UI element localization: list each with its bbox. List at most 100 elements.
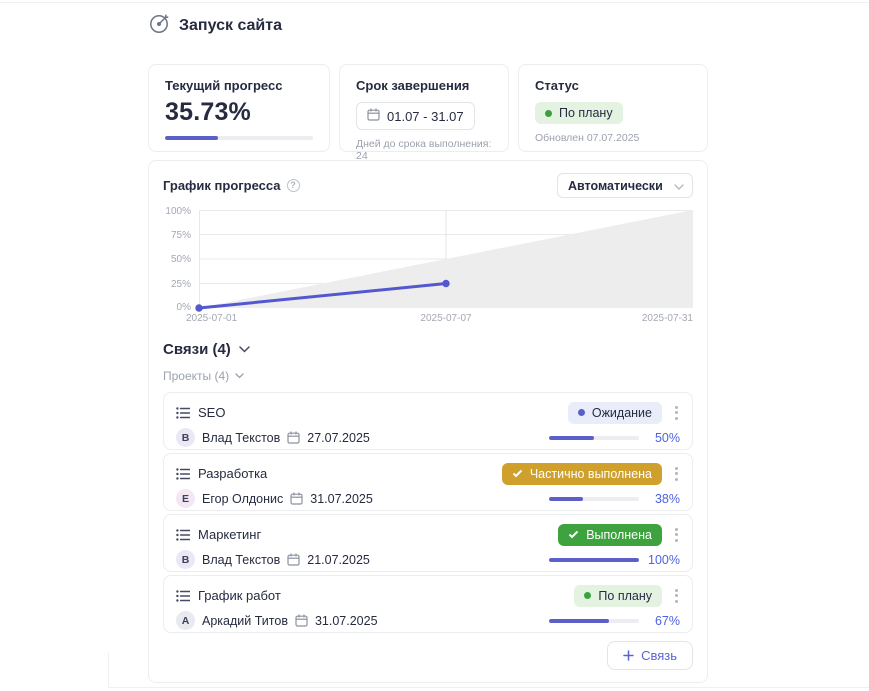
project-status-badge[interactable]: Выполнена xyxy=(558,523,662,546)
project-name[interactable]: Маркетинг xyxy=(198,527,262,542)
row-menu-button[interactable] xyxy=(673,404,680,422)
chart-actual-line xyxy=(197,282,448,310)
page-bottom-divider xyxy=(108,687,869,688)
project-progress-percent: 50% xyxy=(654,430,680,445)
chart-svg xyxy=(195,210,693,312)
progress-bar-fill xyxy=(165,136,218,140)
x-tick: 2025-07-01 xyxy=(186,313,238,324)
goal-target-icon xyxy=(148,13,170,40)
row-menu-button[interactable] xyxy=(673,587,680,605)
deadline-card: Срок завершения 01.07 - 31.07 Дней до ср… xyxy=(339,64,509,162)
project-row[interactable]: График работ По плану А Аркадий Титов xyxy=(163,575,693,633)
project-list-icon xyxy=(176,589,190,602)
project-progress-track xyxy=(549,496,639,501)
project-progress-track xyxy=(549,557,639,562)
project-progress-percent: 38% xyxy=(654,491,680,506)
plus-icon xyxy=(623,650,634,661)
project-progress-fill xyxy=(549,435,594,440)
project-due-date: 31.07.2025 xyxy=(310,491,373,506)
status-dot xyxy=(584,592,592,599)
project-row[interactable]: Маркетинг Выполнена В Влад Текстов xyxy=(163,514,693,572)
progress-bar-track xyxy=(165,136,313,140)
y-tick: 50% xyxy=(170,254,191,265)
assignee-avatar: А xyxy=(176,611,195,630)
status-badge-label: По плану xyxy=(559,106,613,120)
project-status-label: Частично выполнена xyxy=(529,466,652,481)
chevron-down-icon xyxy=(674,179,684,193)
progress-chart: 100% 75% 50% 25% 0% xyxy=(163,206,693,313)
projects-group-toggle[interactable]: Проекты (4) xyxy=(163,368,693,383)
project-list-icon xyxy=(176,528,190,541)
add-link-button[interactable]: Связь xyxy=(607,641,693,670)
status-card: Статус По плану Обновлен 07.07.2025 xyxy=(518,64,708,152)
project-progress-track xyxy=(549,435,639,440)
chart-plan-area xyxy=(199,210,693,308)
project-status-label: Выполнена xyxy=(586,527,652,542)
days-left-note: Дней до срока выполнения: 24 xyxy=(356,138,492,162)
y-tick: 25% xyxy=(170,279,191,290)
progress-panel: График прогресса ? Автоматически 100% 75… xyxy=(148,160,708,683)
chart-title: График прогресса xyxy=(163,178,281,193)
projects-group-label: Проекты (4) xyxy=(163,368,230,383)
project-progress-fill xyxy=(549,618,610,623)
project-progress-percent: 100% xyxy=(648,552,680,567)
check-icon xyxy=(512,469,523,478)
project-progress-track xyxy=(549,618,639,623)
page-left-divider xyxy=(108,652,109,687)
project-due-date: 21.07.2025 xyxy=(307,552,370,567)
y-tick: 0% xyxy=(176,302,191,313)
project-row[interactable]: SEO Ожидание В Влад Текстов xyxy=(163,392,693,450)
date-range-value: 01.07 - 31.07 xyxy=(387,108,464,124)
project-due-date: 27.07.2025 xyxy=(307,430,370,445)
project-status-badge[interactable]: Ожидание xyxy=(567,401,662,424)
progress-card-label: Текущий прогресс xyxy=(165,78,283,93)
summary-cards: Текущий прогресс 35.73% Срок завершения … xyxy=(148,64,708,162)
project-progress-fill xyxy=(549,557,639,562)
deadline-card-label: Срок завершения xyxy=(356,78,470,93)
links-title: Связи (4) xyxy=(163,341,231,358)
chart-x-axis: 2025-07-01 2025-07-07 2025-07-31 xyxy=(186,313,693,326)
project-due-date: 31.07.2025 xyxy=(314,613,378,628)
calendar-icon xyxy=(295,614,308,627)
assignee-name: Влад Текстов xyxy=(202,552,281,567)
project-name[interactable]: Разработка xyxy=(198,466,268,481)
calendar-icon xyxy=(287,431,300,444)
links-section-toggle[interactable]: Связи (4) xyxy=(163,339,693,360)
project-name[interactable]: График работ xyxy=(198,588,281,603)
project-links-list: SEO Ожидание В Влад Текстов xyxy=(163,392,693,633)
status-card-label: Статус xyxy=(535,78,579,93)
assignee-avatar: В xyxy=(176,428,195,447)
project-status-badge[interactable]: По плану xyxy=(574,584,662,607)
project-progress-percent: 67% xyxy=(654,613,680,628)
project-row[interactable]: Разработка Частично выполнена Е Егор Олд… xyxy=(163,453,693,511)
page-top-divider xyxy=(0,2,869,3)
calendar-icon xyxy=(367,108,380,124)
chart-title-row: График прогресса ? xyxy=(163,178,300,193)
x-tick: 2025-07-07 xyxy=(420,313,472,324)
goal-page: Запуск сайта Текущий прогресс 35.73% Сро… xyxy=(148,14,708,683)
current-progress-card: Текущий прогресс 35.73% xyxy=(148,64,330,152)
page-title: Запуск сайта xyxy=(179,17,282,34)
assignee-name: Егор Олдонис xyxy=(202,491,284,506)
calendar-icon xyxy=(290,492,303,505)
row-menu-button[interactable] xyxy=(673,526,680,544)
check-icon xyxy=(569,530,579,539)
date-range-input[interactable]: 01.07 - 31.07 xyxy=(356,102,475,130)
status-dot xyxy=(545,109,552,117)
row-menu-button[interactable] xyxy=(673,465,680,483)
status-badge[interactable]: По плану xyxy=(535,102,623,124)
project-name[interactable]: SEO xyxy=(198,405,226,420)
y-tick: 100% xyxy=(165,206,191,217)
project-progress-fill xyxy=(549,496,584,501)
chart-mode-select[interactable]: Автоматически xyxy=(557,173,693,198)
calendar-icon xyxy=(287,553,300,566)
status-updated-note: Обновлен 07.07.2025 xyxy=(535,132,640,144)
project-status-label: По плану xyxy=(598,588,652,603)
assignee-avatar: В xyxy=(176,550,195,569)
add-link-label: Связь xyxy=(641,648,677,663)
panel-footer: Связь xyxy=(163,641,693,670)
assignee-name: Аркадий Титов xyxy=(202,613,288,628)
project-status-badge[interactable]: Частично выполнена xyxy=(501,462,662,485)
help-icon[interactable]: ? xyxy=(286,179,300,192)
chevron-down-icon xyxy=(235,372,244,378)
